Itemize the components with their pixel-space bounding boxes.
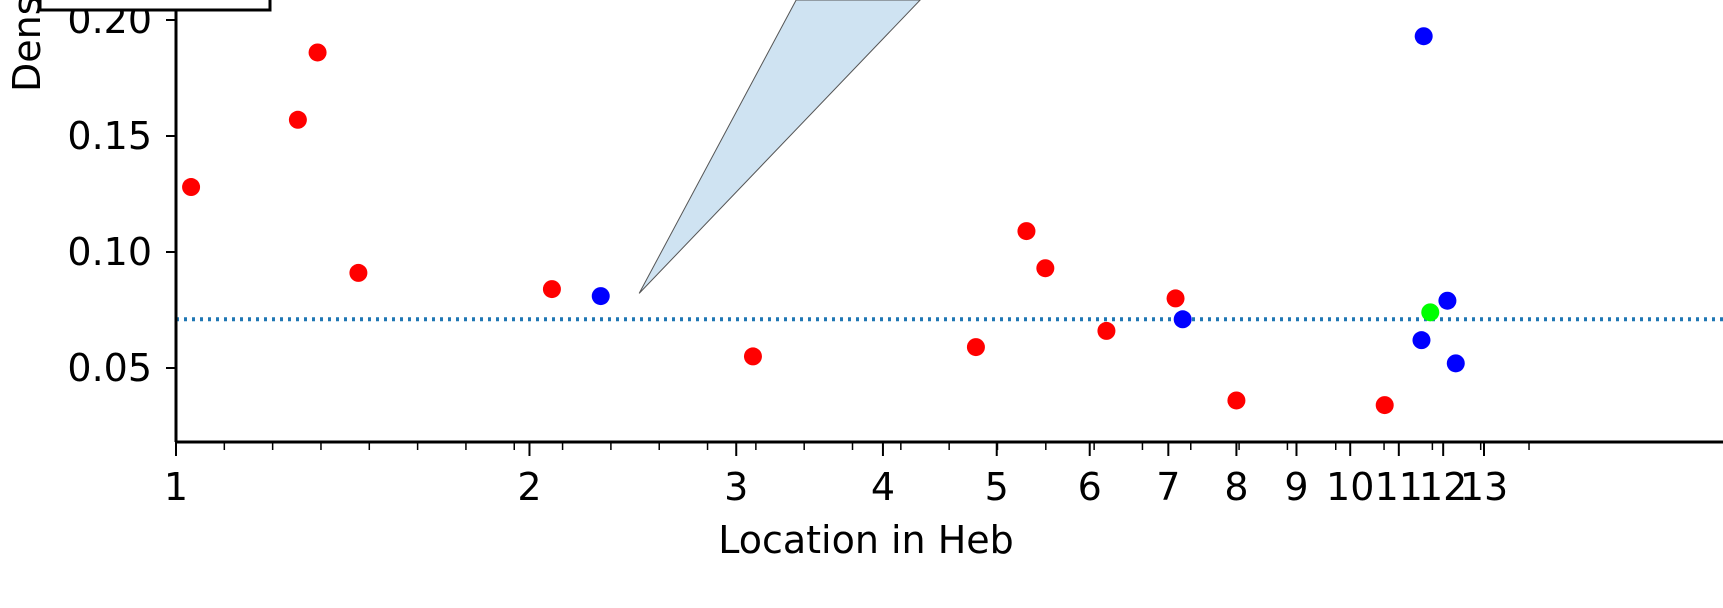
x-tick-label-3: 3 <box>724 465 748 509</box>
data-point-1-7 <box>966 338 985 357</box>
callout-layer <box>638 0 921 294</box>
x-tick-label-10: 10 <box>1326 465 1374 509</box>
y-tick-label-3: 0.15 <box>67 114 152 158</box>
x-tick-label-7: 7 <box>1156 465 1180 509</box>
data-point-1-1 <box>182 178 201 197</box>
data-point-1-2 <box>288 110 307 129</box>
data-point-1-3 <box>308 43 327 62</box>
axes-layer <box>166 0 1723 456</box>
points-layer <box>182 27 1465 415</box>
data-point-2-6 <box>1446 354 1465 373</box>
y-tick-label-1: 0.05 <box>67 346 152 390</box>
data-point-1-9 <box>1036 259 1055 278</box>
data-point-1-4 <box>349 263 368 282</box>
data-point-2-4 <box>1414 27 1433 46</box>
data-point-1-12 <box>1227 391 1246 410</box>
data-point-1-6 <box>743 347 762 366</box>
legend-box <box>38 0 272 12</box>
x-tick-label-5: 5 <box>985 465 1009 509</box>
x-tick-label-12: 12 <box>1419 465 1467 509</box>
x-tick-label-1: 1 <box>164 465 188 509</box>
x-tick-label-6: 6 <box>1078 465 1102 509</box>
legend-layer <box>38 0 272 12</box>
data-point-2-2 <box>1173 310 1192 329</box>
y-axis-label: Dens <box>5 0 49 92</box>
x-axis-label: Location in Heb <box>718 518 1014 562</box>
callout-wedge <box>638 0 921 294</box>
x-tick-label-2: 2 <box>517 465 541 509</box>
x-tick-label-8: 8 <box>1224 465 1248 509</box>
data-point-1-10 <box>1097 321 1116 340</box>
data-point-2-3 <box>1412 331 1431 350</box>
data-point-1-13 <box>1375 396 1394 415</box>
x-tick-label-9: 9 <box>1284 465 1308 509</box>
y-tick-label-2: 0.10 <box>67 230 152 274</box>
x-tick-label-4: 4 <box>871 465 895 509</box>
data-point-2-5 <box>1438 291 1457 310</box>
data-point-3-1 <box>1421 303 1440 322</box>
data-point-1-11 <box>1166 289 1185 308</box>
x-tick-label-13: 13 <box>1460 465 1508 509</box>
data-point-2-1 <box>591 287 610 306</box>
data-point-1-8 <box>1017 222 1036 241</box>
x-tick-label-11: 11 <box>1375 465 1423 509</box>
data-point-1-5 <box>542 280 561 299</box>
